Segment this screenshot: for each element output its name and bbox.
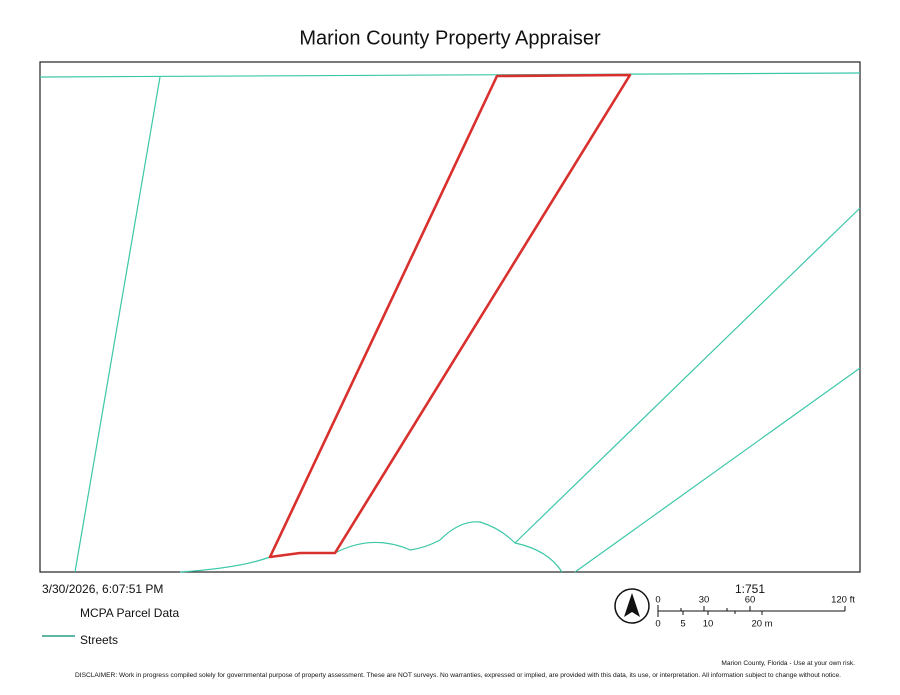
scale-label: 30 [699,595,710,606]
street [74,76,161,573]
street [39,72,861,78]
scale-label: 60 [745,595,756,606]
scale-label: 0 [655,595,660,606]
north-arrow [614,588,650,624]
parcel [268,73,632,559]
map-border [39,61,861,573]
scale-label: 120 ft [831,595,855,606]
street [179,556,271,573]
disclaimer: DISCLAIMER: Work in progress compiled so… [75,672,841,679]
scale-label: 20 m [751,619,772,630]
map-frame [39,61,861,573]
streets [39,72,861,573]
title: Marion County Property Appraiser [299,27,601,49]
timestamp: 3/30/2026, 6:07:51 PM [42,582,163,596]
scale-bar [657,605,846,617]
legend-label: Streets [80,633,118,647]
north-pointer [624,593,640,617]
scale-label: 10 [703,619,714,630]
attribution: Marion County, Florida - Use at your own… [721,660,855,667]
scale-ratio: 1:751 [735,582,765,596]
scale-label: 0 [655,619,660,630]
street [574,367,861,573]
scale-label: 5 [680,619,685,630]
legend-label: MCPA Parcel Data [80,606,179,620]
street [514,207,861,544]
